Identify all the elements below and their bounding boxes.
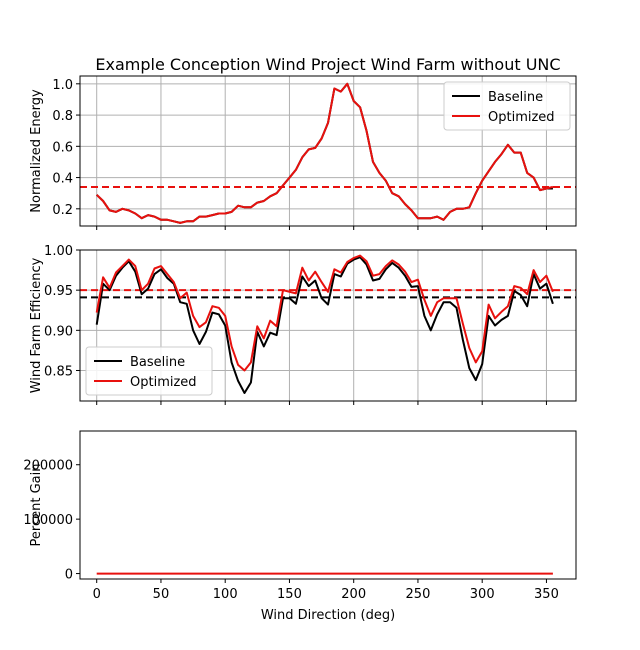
x-axis-label: Wind Direction (deg) — [261, 608, 395, 623]
y-tick-label-0: 0.2 — [52, 203, 73, 218]
y-tick-label-2: 0.95 — [44, 284, 73, 299]
x-tick-label-2: 100 — [213, 587, 238, 602]
legend-label-optimized: Optimized — [130, 375, 197, 390]
subplot-1: 0.2 0.4 0.6 0.8 1.0 Normalized Energy Baseline… — [29, 75, 577, 230]
x-tick-label-0: 0 — [93, 587, 101, 602]
legend: Baseline Optimized — [85, 346, 213, 396]
legend-box — [85, 346, 213, 396]
series-line-baseline — [95, 256, 554, 394]
x-tick-label-7: 350 — [534, 587, 559, 602]
y-axis-label: Normalized Energy — [29, 89, 44, 213]
legend-box — [443, 81, 571, 131]
legend-label-baseline: Baseline — [488, 90, 543, 105]
y-tick-label-1: 0.90 — [44, 324, 73, 339]
x-tick-label-4: 200 — [341, 587, 366, 602]
y-tick-label-1: 100000 — [23, 513, 73, 528]
x-tick-label-5: 250 — [406, 587, 431, 602]
x-tick-label-1: 50 — [153, 587, 170, 602]
y-tick-label-0: 0.85 — [44, 364, 73, 379]
chart-title: Example Conception Wind Project Wind Far… — [95, 55, 560, 74]
axes-frame — [79, 249, 577, 402]
y-tick-label-4: 1.0 — [52, 78, 73, 93]
legend-label-baseline: Baseline — [130, 355, 185, 370]
y-tick-label-0: 0 — [65, 568, 73, 583]
y-axis-label: Percent Gain — [29, 464, 44, 547]
y-tick-label-1: 0.4 — [52, 172, 73, 187]
series-line-optimized — [95, 254, 554, 372]
y-axis-label: Wind Farm Efficiency — [29, 257, 44, 393]
axes-frame — [79, 430, 577, 580]
y-tick-label-2: 200000 — [23, 459, 73, 474]
legend-label-optimized: Optimized — [488, 110, 555, 125]
axes-frame — [79, 75, 577, 227]
legend: Baseline Optimized — [443, 81, 571, 131]
y-tick-label-3: 1.00 — [44, 244, 73, 259]
y-tick-label-2: 0.6 — [52, 140, 73, 155]
y-tick-label-3: 0.8 — [52, 109, 73, 124]
series-line-optimized — [96, 82, 554, 224]
subplot-3: 0 50 100 150 200 250 300 350 0 100000 200000Percen… — [23, 430, 577, 623]
x-tick-label-6: 300 — [470, 587, 495, 602]
x-tick-label-3: 150 — [277, 587, 302, 602]
